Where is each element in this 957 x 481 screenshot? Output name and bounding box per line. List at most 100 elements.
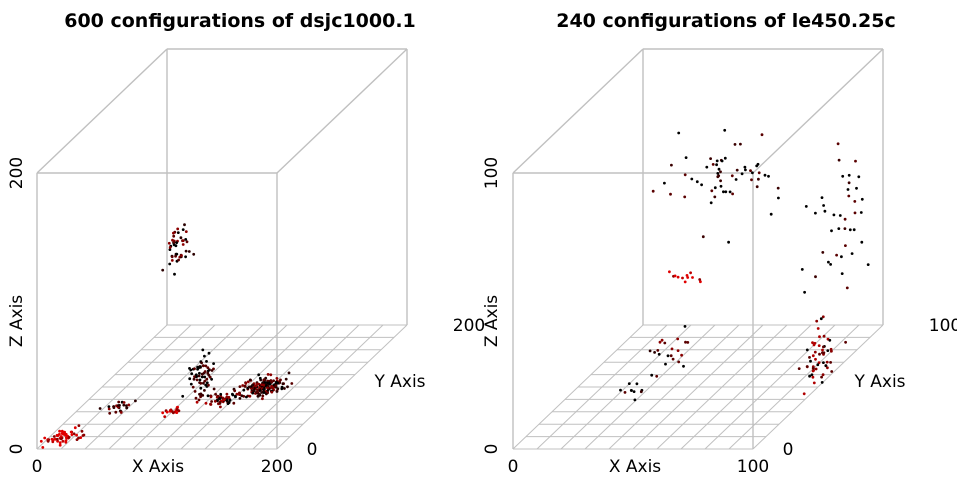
x-tick-label: 200 xyxy=(261,457,293,477)
data-point xyxy=(184,238,188,241)
data-point xyxy=(855,186,858,190)
data-point xyxy=(246,380,250,384)
data-point xyxy=(226,402,230,405)
data-point xyxy=(170,259,174,262)
data-point xyxy=(251,386,255,390)
data-point xyxy=(695,180,699,184)
data-point xyxy=(670,347,674,351)
data-point xyxy=(669,192,672,196)
data-point xyxy=(763,173,767,177)
data-point xyxy=(848,228,852,232)
data-point xyxy=(682,364,685,368)
data-point xyxy=(719,170,722,174)
data-point xyxy=(676,337,680,341)
data-point xyxy=(183,223,186,227)
data-point xyxy=(266,373,270,376)
data-point xyxy=(749,169,752,173)
data-point xyxy=(713,186,717,190)
y-tick-label: 200 xyxy=(453,316,485,336)
x-axis-label: X Axis xyxy=(132,457,184,477)
data-point xyxy=(197,398,201,402)
data-point xyxy=(58,429,61,433)
data-point xyxy=(172,231,175,235)
data-point xyxy=(814,275,817,279)
data-point xyxy=(201,348,205,352)
data-point xyxy=(225,392,229,396)
data-point xyxy=(680,353,683,357)
data-point xyxy=(830,229,833,233)
data-point xyxy=(757,177,760,181)
data-point xyxy=(175,411,179,414)
y-tick-label: 0 xyxy=(307,440,318,460)
data-point xyxy=(202,381,205,385)
data-point xyxy=(264,392,268,396)
data-point xyxy=(651,189,655,193)
data-point xyxy=(46,439,50,443)
data-point xyxy=(854,159,857,163)
data-point xyxy=(55,434,59,437)
data-point xyxy=(222,398,226,402)
data-point xyxy=(82,433,86,437)
data-point xyxy=(808,356,811,359)
data-point xyxy=(723,156,727,160)
data-point xyxy=(240,394,244,398)
data-point xyxy=(853,200,857,203)
data-point xyxy=(847,194,851,198)
data-point xyxy=(836,142,840,146)
data-point xyxy=(751,171,754,175)
data-point xyxy=(847,181,851,185)
data-point xyxy=(843,217,847,221)
data-point xyxy=(822,351,826,355)
data-point xyxy=(58,441,62,445)
data-point xyxy=(61,439,65,443)
data-point xyxy=(720,159,724,163)
data-point xyxy=(207,351,211,355)
data-point xyxy=(195,400,199,404)
data-point xyxy=(247,385,251,389)
data-point xyxy=(859,211,863,214)
data-point xyxy=(750,178,753,182)
data-point xyxy=(822,345,825,349)
data-point xyxy=(238,385,242,388)
data-point xyxy=(267,381,271,385)
data-point xyxy=(65,436,68,440)
data-point xyxy=(719,179,722,183)
data-point xyxy=(817,361,821,364)
data-point xyxy=(668,270,671,274)
chart-panel-2: 240 configurations of le450.25c 0 100 Z Axi… xyxy=(482,10,957,477)
data-point xyxy=(683,280,687,284)
data-point xyxy=(698,278,702,281)
data-point xyxy=(838,214,842,217)
data-point xyxy=(276,387,280,391)
data-point xyxy=(191,385,195,389)
data-point xyxy=(196,367,200,371)
x-tick-label: 0 xyxy=(32,457,43,477)
data-point xyxy=(767,174,770,178)
data-point xyxy=(826,366,829,370)
data-point xyxy=(170,255,174,259)
data-point xyxy=(733,143,737,146)
floor-gridline xyxy=(728,324,860,450)
data-point xyxy=(666,354,670,358)
data-point xyxy=(825,360,829,364)
data-point xyxy=(201,364,205,367)
data-point xyxy=(43,436,47,440)
data-point xyxy=(820,381,824,384)
data-point xyxy=(248,394,252,398)
floor-gridline xyxy=(752,324,884,450)
data-point xyxy=(777,196,780,200)
data-point xyxy=(840,272,844,275)
data-point xyxy=(269,373,273,377)
data-point xyxy=(168,248,172,252)
data-point xyxy=(161,268,165,272)
data-point xyxy=(815,319,819,323)
data-point xyxy=(241,384,245,387)
data-point xyxy=(248,378,252,382)
data-point xyxy=(232,401,236,405)
data-point xyxy=(664,362,667,366)
data-point xyxy=(657,352,661,356)
data-point xyxy=(52,435,56,438)
data-point xyxy=(122,401,126,404)
data-point xyxy=(690,177,694,181)
data-point xyxy=(233,394,237,398)
